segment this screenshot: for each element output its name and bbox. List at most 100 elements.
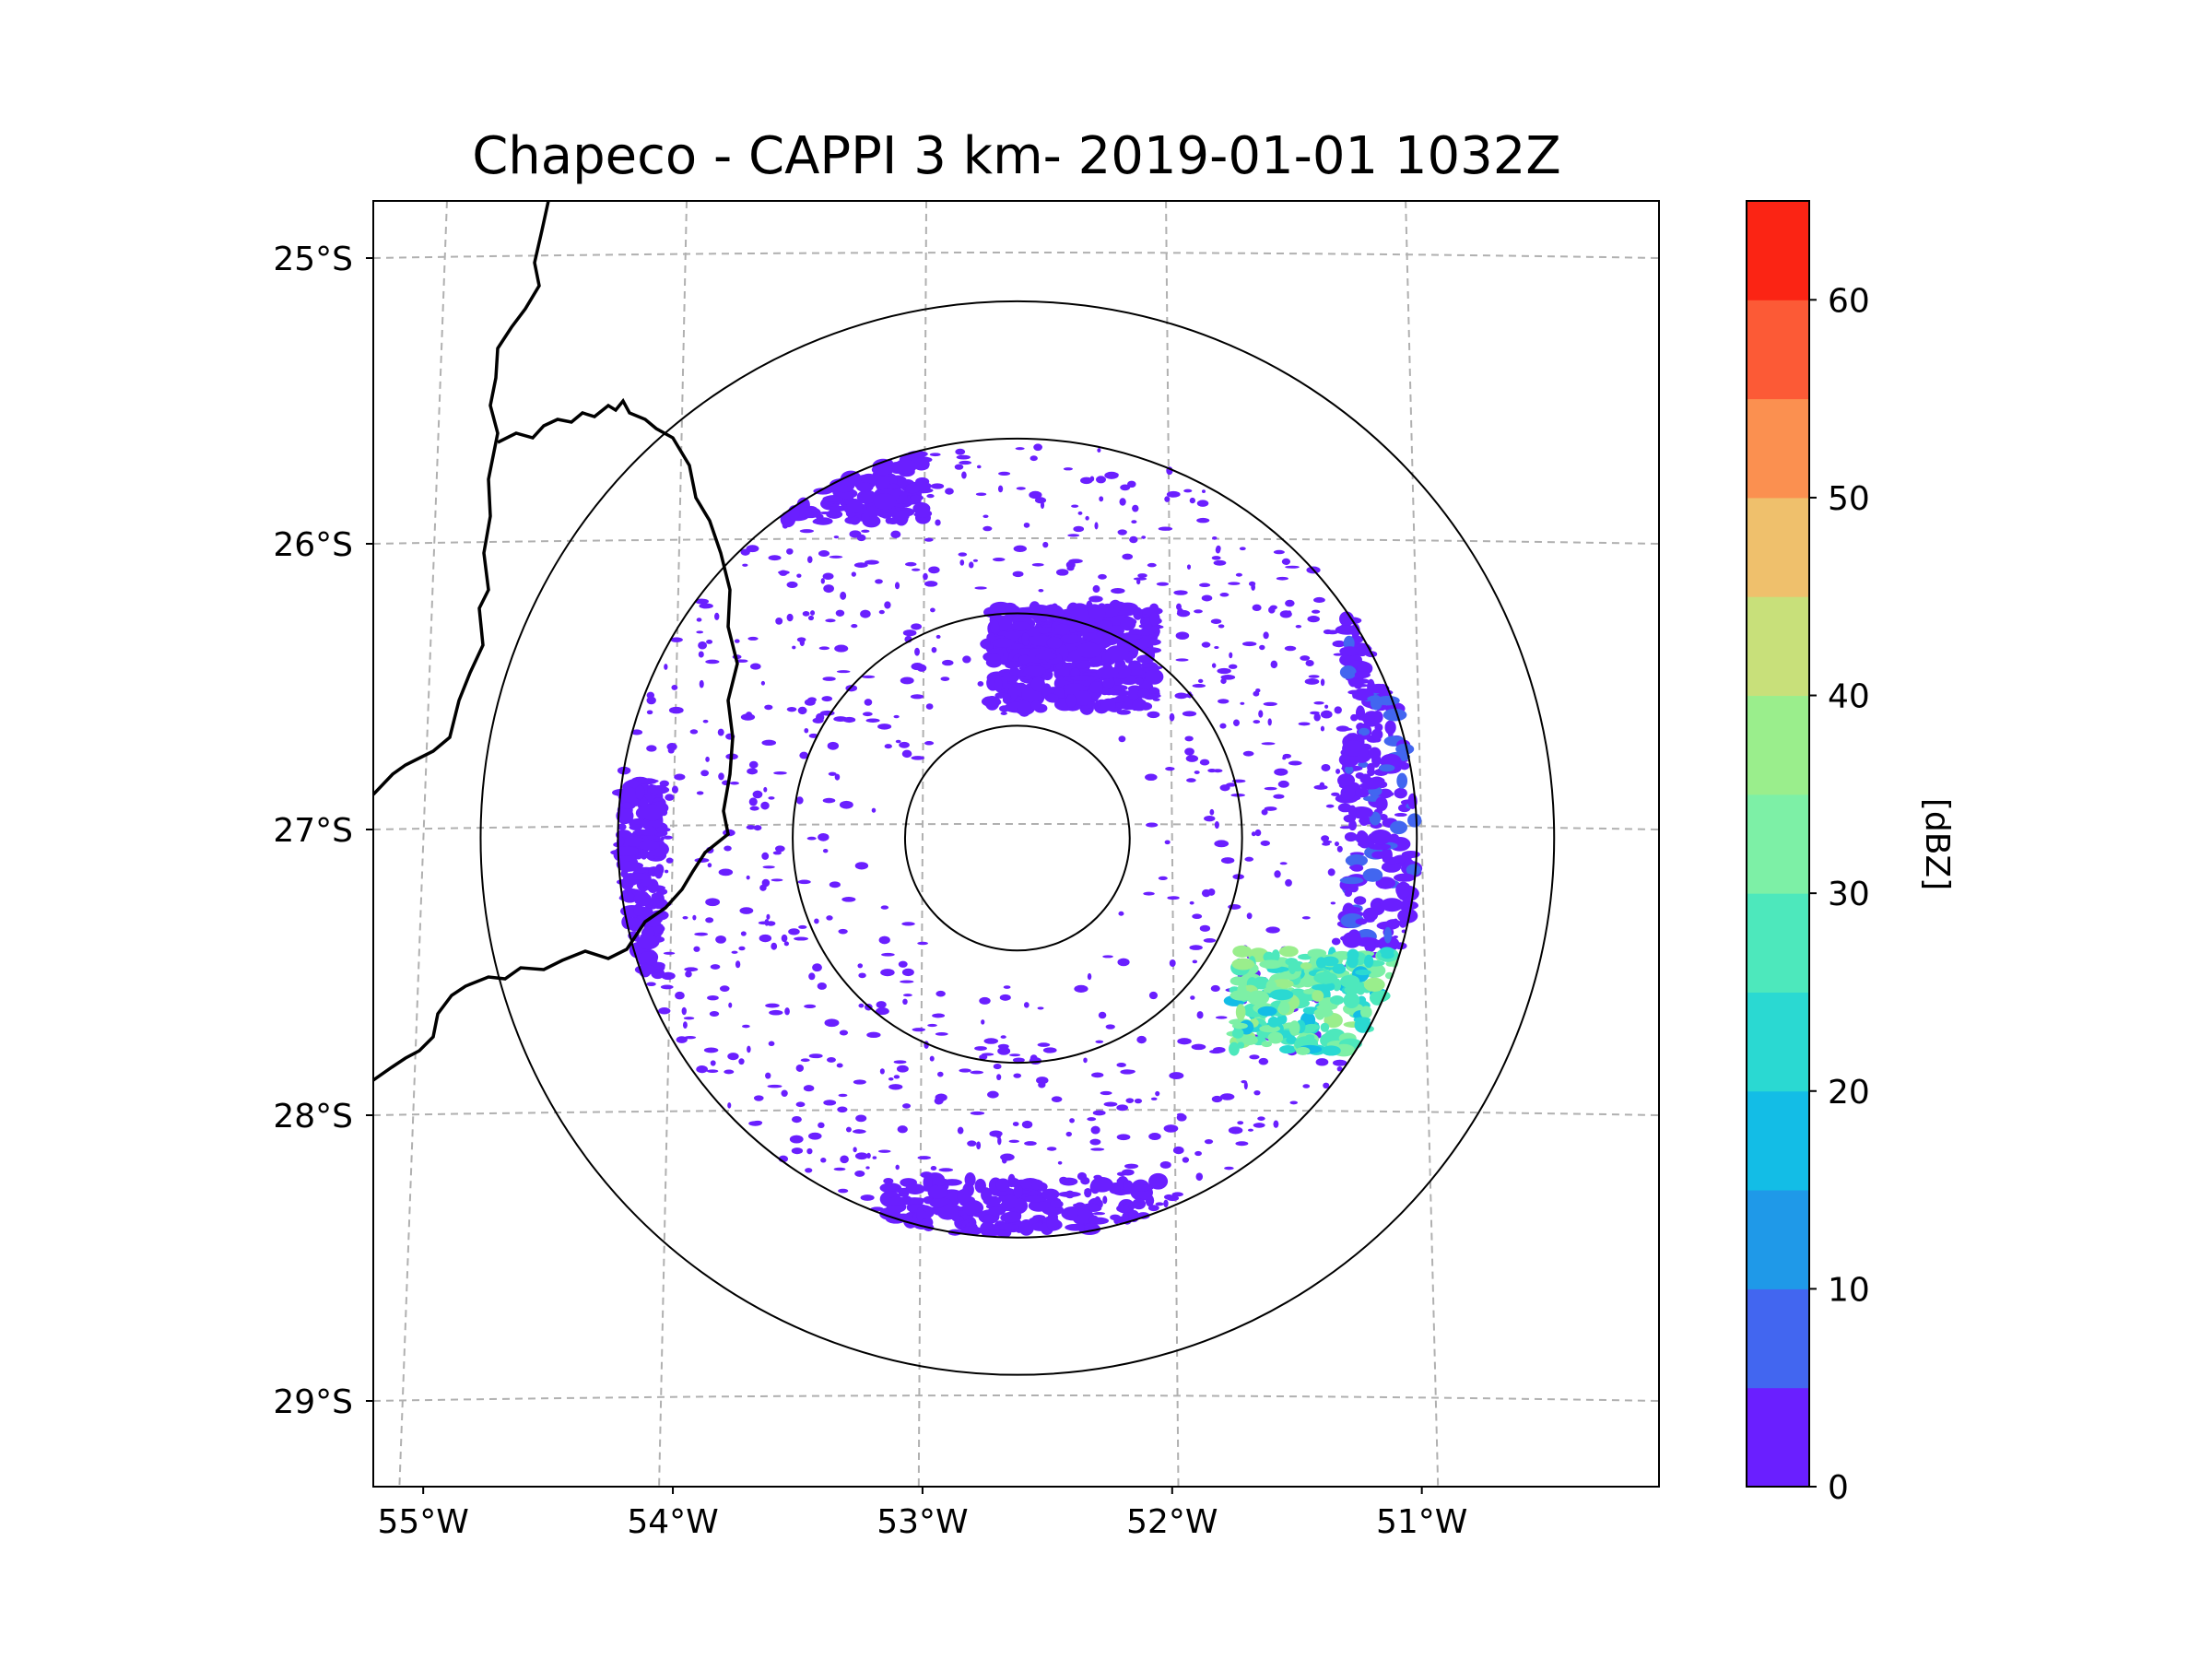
echo-speckle — [1287, 610, 1292, 615]
echo-speckle — [1336, 845, 1343, 853]
echo-speckle — [683, 1017, 695, 1020]
echo-east-band — [1369, 830, 1393, 845]
echo-speckle — [1281, 558, 1291, 565]
echo-speckle — [724, 845, 732, 852]
echo-speckle — [954, 464, 964, 470]
echo-speckle — [1264, 806, 1277, 811]
echo-speckle — [1192, 684, 1206, 688]
echo-speckle — [956, 454, 971, 460]
echo-east-strong-band — [1322, 1045, 1341, 1056]
echo-speckle — [1218, 624, 1225, 629]
echo-speckle — [803, 1085, 815, 1092]
echo-speckle — [618, 823, 627, 830]
echo-northwest-cell — [875, 476, 890, 493]
echo-speckle — [1090, 1147, 1105, 1151]
echo-speckle — [759, 884, 767, 891]
echo-speckle — [1212, 535, 1218, 540]
echo-speckle — [1201, 641, 1211, 648]
echo-speckle — [740, 931, 747, 936]
echo-speckle — [1098, 1011, 1107, 1019]
echo-speckle — [858, 972, 866, 979]
echo-speckle — [1182, 1157, 1190, 1163]
echo-speckle — [1210, 984, 1220, 992]
echo-speckle — [705, 917, 714, 924]
echo-speckle — [1263, 701, 1277, 707]
echo-speckle — [857, 963, 864, 969]
echo-speckle — [646, 745, 657, 752]
echo-east-strong-band — [1330, 995, 1345, 1006]
echo-speckle — [959, 1068, 971, 1073]
echo-speckle — [1042, 541, 1049, 548]
echo-speckle — [760, 801, 770, 810]
echo-north-cell — [1111, 689, 1132, 696]
echo-east-band — [1342, 740, 1366, 757]
echo-south-cell — [942, 1179, 962, 1186]
echo-speckle — [742, 1024, 750, 1029]
echo-speckle — [1285, 878, 1292, 887]
y-tick-label: 25°S — [273, 241, 353, 278]
echo-west-cell — [620, 786, 638, 803]
echo-speckle — [894, 582, 900, 590]
echo-speckle — [771, 878, 783, 882]
echo-speckle — [1196, 517, 1210, 524]
echo-speckle — [1196, 500, 1209, 507]
echo-speckle — [1116, 1104, 1128, 1112]
echo-speckle — [1226, 782, 1237, 787]
echo-speckle — [876, 1007, 889, 1016]
echo-speckle — [747, 636, 759, 641]
echo-speckle — [1219, 723, 1227, 729]
echo-speckle — [845, 1126, 852, 1133]
echo-speckle — [1029, 490, 1042, 500]
echo-east-band — [1384, 720, 1396, 735]
echo-speckle — [1182, 711, 1197, 717]
echo-speckle — [1199, 582, 1211, 588]
echo-speckle — [829, 881, 841, 888]
echo-speckle — [1315, 1058, 1329, 1066]
echo-speckle — [786, 707, 797, 712]
echo-speckle — [1147, 562, 1157, 568]
echo-west-cell — [647, 785, 670, 794]
echo-east-strong-band — [1315, 957, 1327, 969]
echo-speckle — [911, 568, 921, 571]
echo-speckle — [972, 559, 979, 562]
echo-speckle — [1071, 504, 1079, 508]
echo-east-band — [1349, 883, 1359, 893]
echo-speckle — [665, 857, 674, 864]
echo-speckle — [1190, 995, 1195, 1000]
echo-speckle — [1125, 1098, 1135, 1103]
echo-speckle — [812, 963, 822, 972]
echo-south-cell — [1046, 1215, 1060, 1231]
echo-east-strong-band — [1269, 989, 1294, 1001]
echo-speckle — [682, 1021, 688, 1029]
colorbar-segment — [1747, 300, 1809, 400]
echo-east-strong-band — [1288, 1020, 1300, 1036]
echo-northwest-cell — [881, 512, 889, 519]
echo-speckle — [1229, 652, 1233, 659]
echo-speckle — [992, 557, 1006, 562]
echo-speckle — [1012, 1057, 1025, 1063]
gridline-lon — [917, 201, 928, 1487]
echo-speckle — [1163, 1199, 1169, 1208]
echo-speckle — [1194, 609, 1203, 614]
echo-speckle — [1330, 901, 1336, 905]
range-ring — [792, 612, 1243, 1065]
echo-speckle — [822, 797, 836, 804]
echo-speckle — [1313, 700, 1324, 705]
echo-speckle — [786, 547, 794, 555]
echo-speckle — [1175, 658, 1189, 662]
echo-speckle — [1023, 522, 1030, 528]
echo-speckle — [762, 865, 775, 869]
echo-northwest-cell — [829, 505, 848, 512]
echo-speckle — [742, 563, 748, 567]
echo-speckle — [707, 863, 712, 868]
echo-speckle — [1189, 497, 1195, 504]
echo-east-band — [1355, 644, 1369, 657]
echo-speckle — [1217, 667, 1231, 675]
echo-speckle — [976, 465, 982, 469]
echo-speckle — [911, 756, 925, 760]
range-ring — [479, 300, 1556, 1376]
echo-speckle — [1218, 699, 1230, 704]
echo-west-cell — [626, 917, 641, 926]
echo-east-strong-band — [1237, 1041, 1245, 1049]
echo-speckle — [1111, 587, 1125, 594]
